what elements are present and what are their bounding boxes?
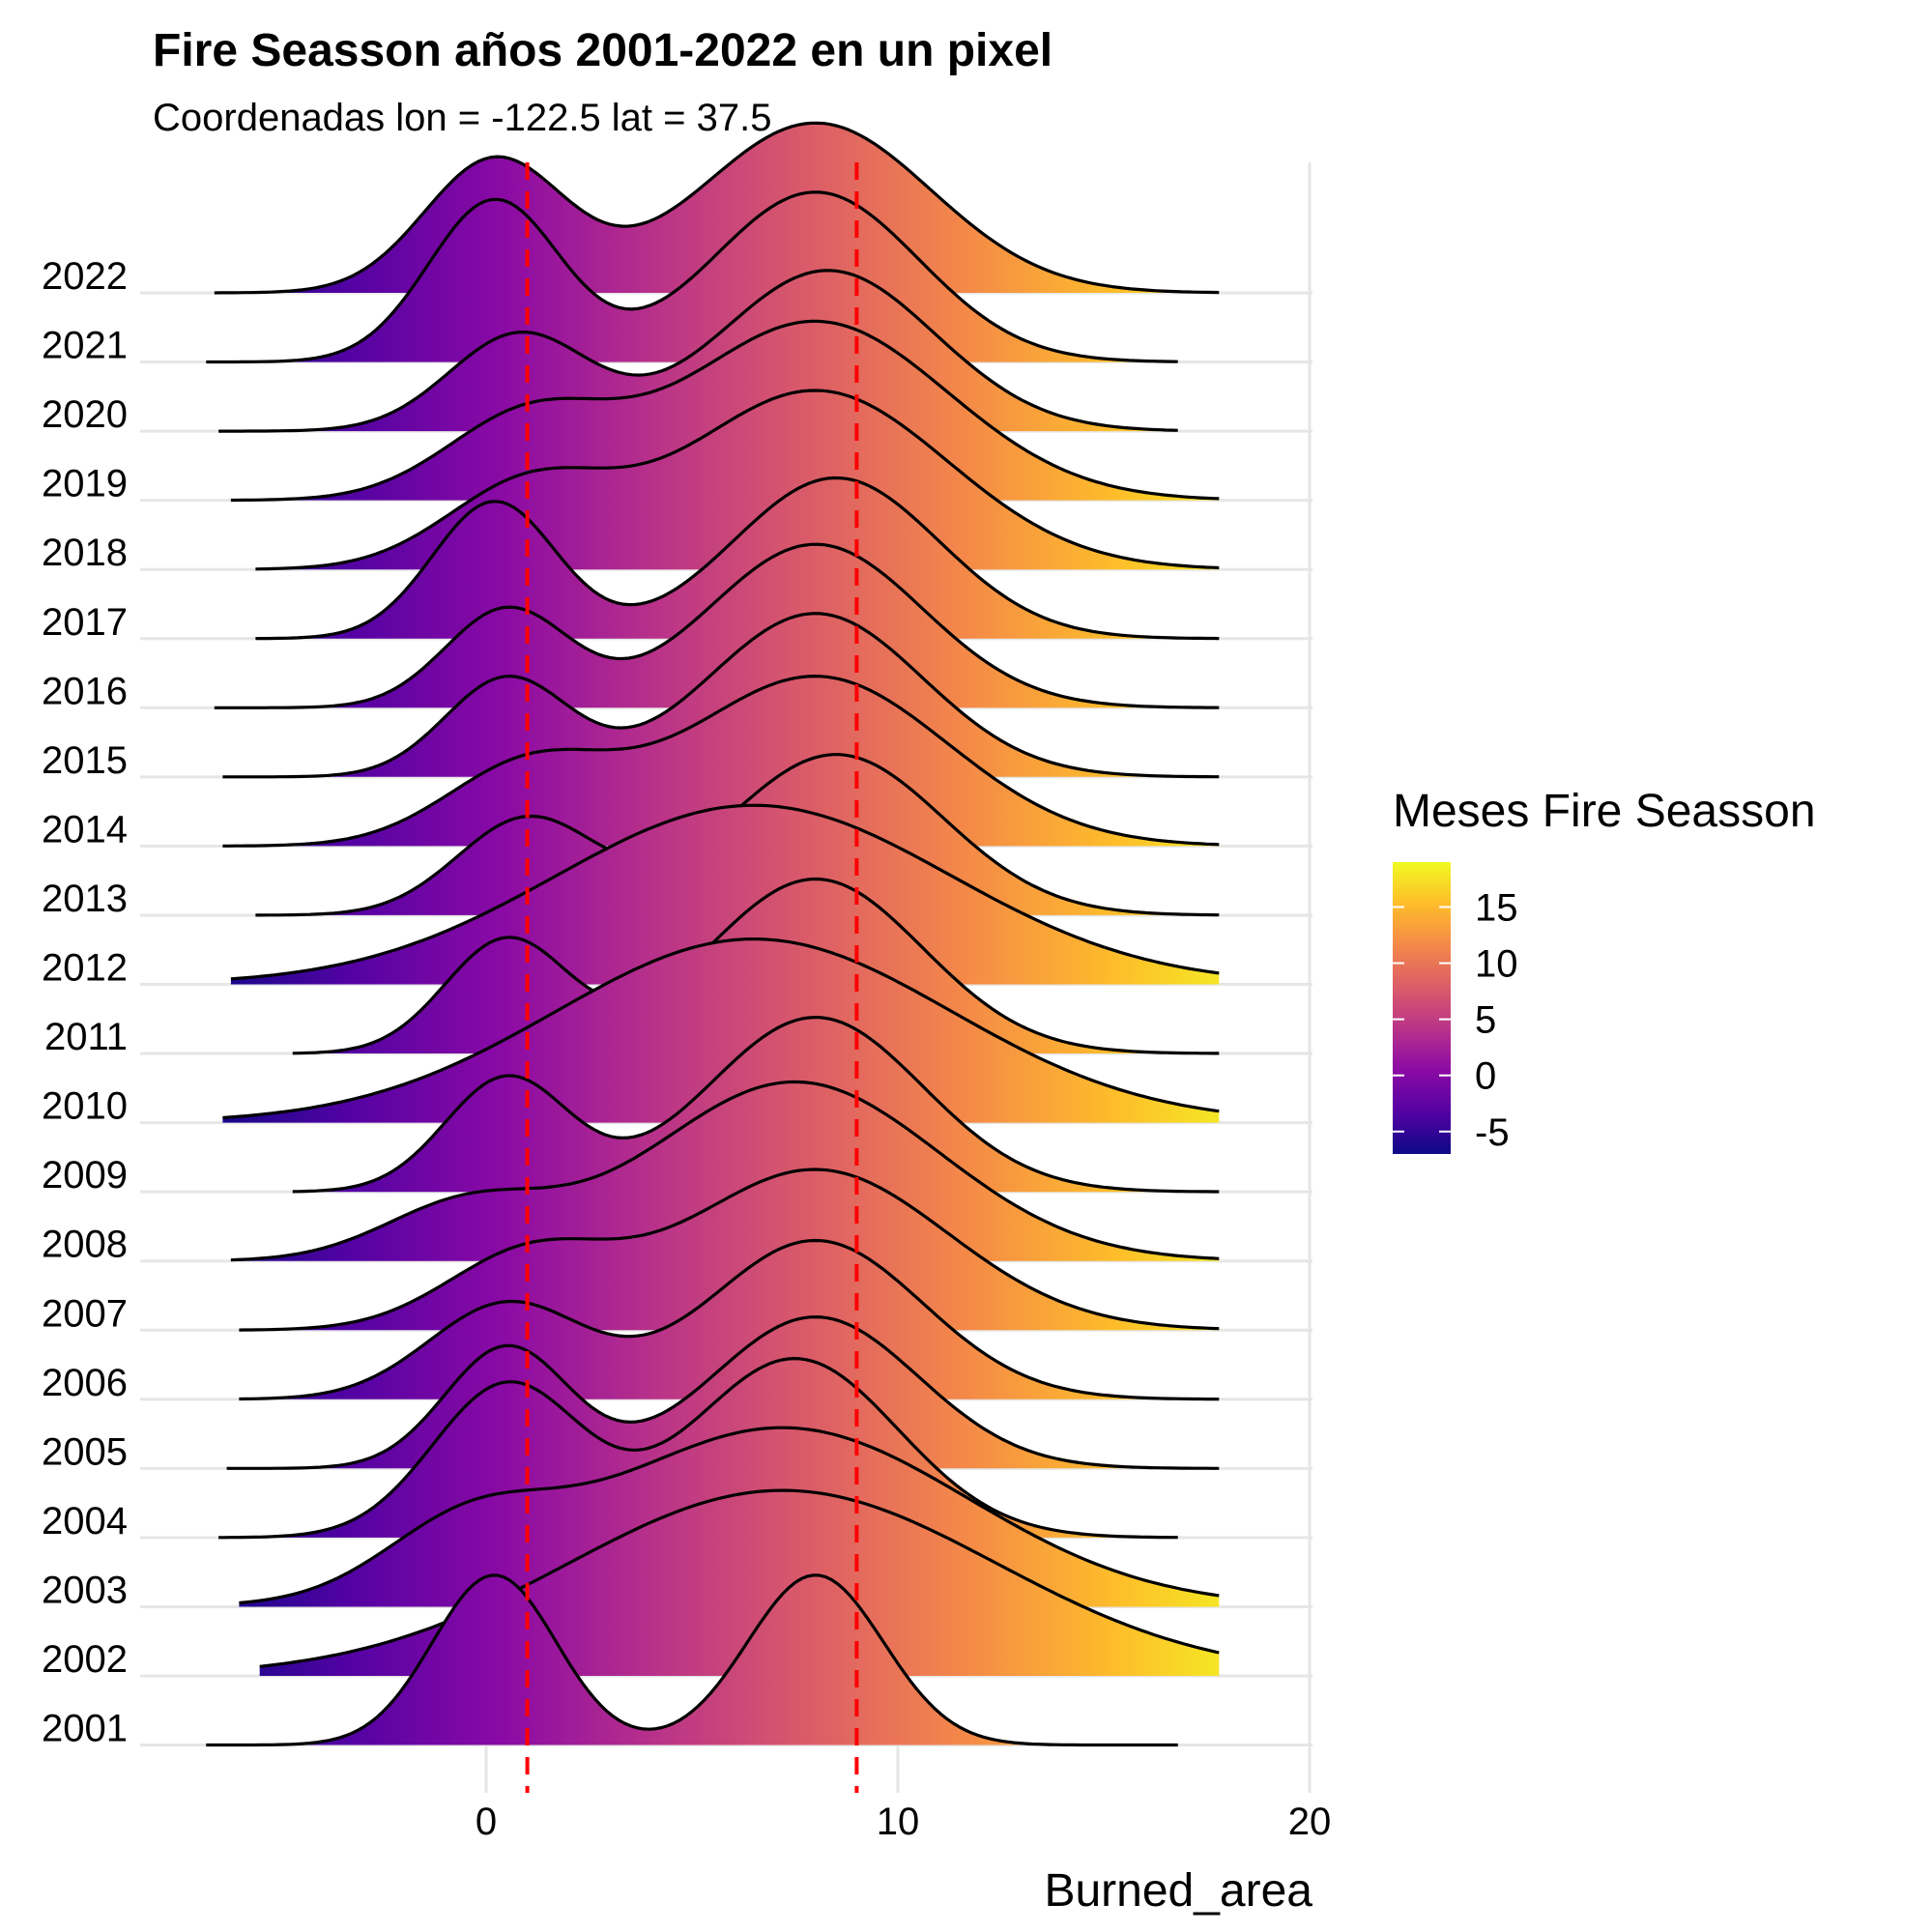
ridge-area-2010 [222,938,1220,1123]
y-tick-label-2001: 2001 [42,1708,128,1750]
chart-subtitle: Coordenadas lon = -122.5 lat = 37.5 [153,97,771,139]
y-tick-label-2022: 2022 [42,255,128,298]
ridge-line-2010 [222,937,1220,1120]
ridge-line-2009 [292,1016,1220,1194]
y-tick-label-2010: 2010 [42,1085,128,1128]
ridge-area-2007 [239,1169,1220,1331]
y-tick-label-2013: 2013 [42,878,128,920]
ridge-area-2008 [230,1081,1220,1261]
ridge-line-2021 [206,190,1178,364]
ridge-area-2015 [222,613,1220,777]
y-tick-label-2011: 2011 [44,1016,128,1058]
ridge-2015 [222,612,1220,779]
x-tick-label: 10 [877,1801,920,1843]
x-tick-label: 0 [476,1801,497,1843]
ridge-area-2014 [222,676,1220,847]
reference-lines [525,162,859,1793]
ridge-line-2012 [230,803,1220,981]
ridge-line-2004 [218,1357,1178,1540]
y-tick-label-2012: 2012 [42,947,128,990]
y-tick-label-2018: 2018 [42,532,128,574]
ridge-line-2006 [239,1238,1220,1401]
ridge-2017 [255,476,1220,641]
y-tick-label-2019: 2019 [42,463,128,505]
y-tick-label-2008: 2008 [42,1224,128,1266]
ridge-area-2017 [255,477,1220,639]
ridge-line-2007 [239,1168,1220,1332]
y-tick-label-2016: 2016 [42,670,128,712]
ridge-2001 [206,1573,1178,1747]
ridge-line-2001 [206,1573,1178,1747]
ridge-2016 [214,542,1220,709]
ridge-line-2003 [239,1426,1220,1605]
y-tick-label-2021: 2021 [42,325,128,367]
y-tick-label-2002: 2002 [42,1638,128,1681]
ridges [206,121,1220,1747]
legend-tick-label: 5 [1475,999,1496,1042]
y-tick-label-2014: 2014 [42,808,128,851]
x-tick-labels: 0 10 20 [476,1801,1331,1843]
ridge-line-2005 [226,1315,1220,1470]
y-tick-label-2020: 2020 [42,393,128,436]
ridge-area-2019 [230,321,1220,501]
y-tick-label-2009: 2009 [42,1154,128,1197]
ridge-line-2018 [255,389,1220,571]
ridge-line-2016 [214,542,1220,709]
legend-tick-label: 10 [1475,943,1518,986]
y-tick-labels: 2001 2002 2003 2004 2005 2006 2007 2008 2009 2010… [42,255,128,1750]
ridge-line-2011 [292,877,1220,1055]
ridge-line-2017 [255,476,1220,641]
ridge-2007 [239,1168,1220,1332]
ridge-2014 [222,675,1220,848]
ridge-line-2002 [259,1488,1220,1668]
ridge-2012 [230,803,1220,985]
ridge-2019 [230,319,1220,503]
legend-tick-label: 15 [1475,886,1518,929]
y-tick-label-2005: 2005 [42,1430,128,1473]
ridge-line-2022 [214,121,1220,295]
legend-tick-label: 0 [1475,1055,1496,1098]
legend-ticks: 15 10 5 0 -5 [1393,886,1518,1154]
y-tick-label-2007: 2007 [42,1292,128,1335]
ridge-area-2012 [230,805,1220,985]
ridge-line-2020 [218,269,1178,433]
ridge-area-2016 [214,544,1220,708]
color-legend: Meses Fire Seasson 15 10 5 0 -5 [1393,786,1816,1154]
y-tick-label-2006: 2006 [42,1362,128,1404]
ridge-line-2014 [222,675,1220,848]
y-tick-label-2004: 2004 [42,1500,128,1543]
x-axis-label: Burned_area [1044,1865,1312,1917]
ridge-line-2008 [230,1080,1220,1262]
chart-title: Fire Seasson años 2001-2022 en un pixel [153,25,1053,76]
legend-tick-label: -5 [1475,1111,1510,1154]
ridge-line-2015 [222,612,1220,779]
ridge-line-2019 [230,319,1220,503]
x-tick-label: 20 [1288,1801,1332,1843]
y-tick-label-2015: 2015 [42,739,128,782]
legend-color-bar [1393,862,1451,1154]
y-tick-label-2017: 2017 [42,601,128,644]
y-tick-label-2003: 2003 [42,1569,128,1611]
ridge-2021 [206,190,1178,364]
ridge-2008 [230,1080,1220,1262]
ridge-2010 [222,937,1220,1123]
legend-title: Meses Fire Seasson [1393,786,1816,837]
